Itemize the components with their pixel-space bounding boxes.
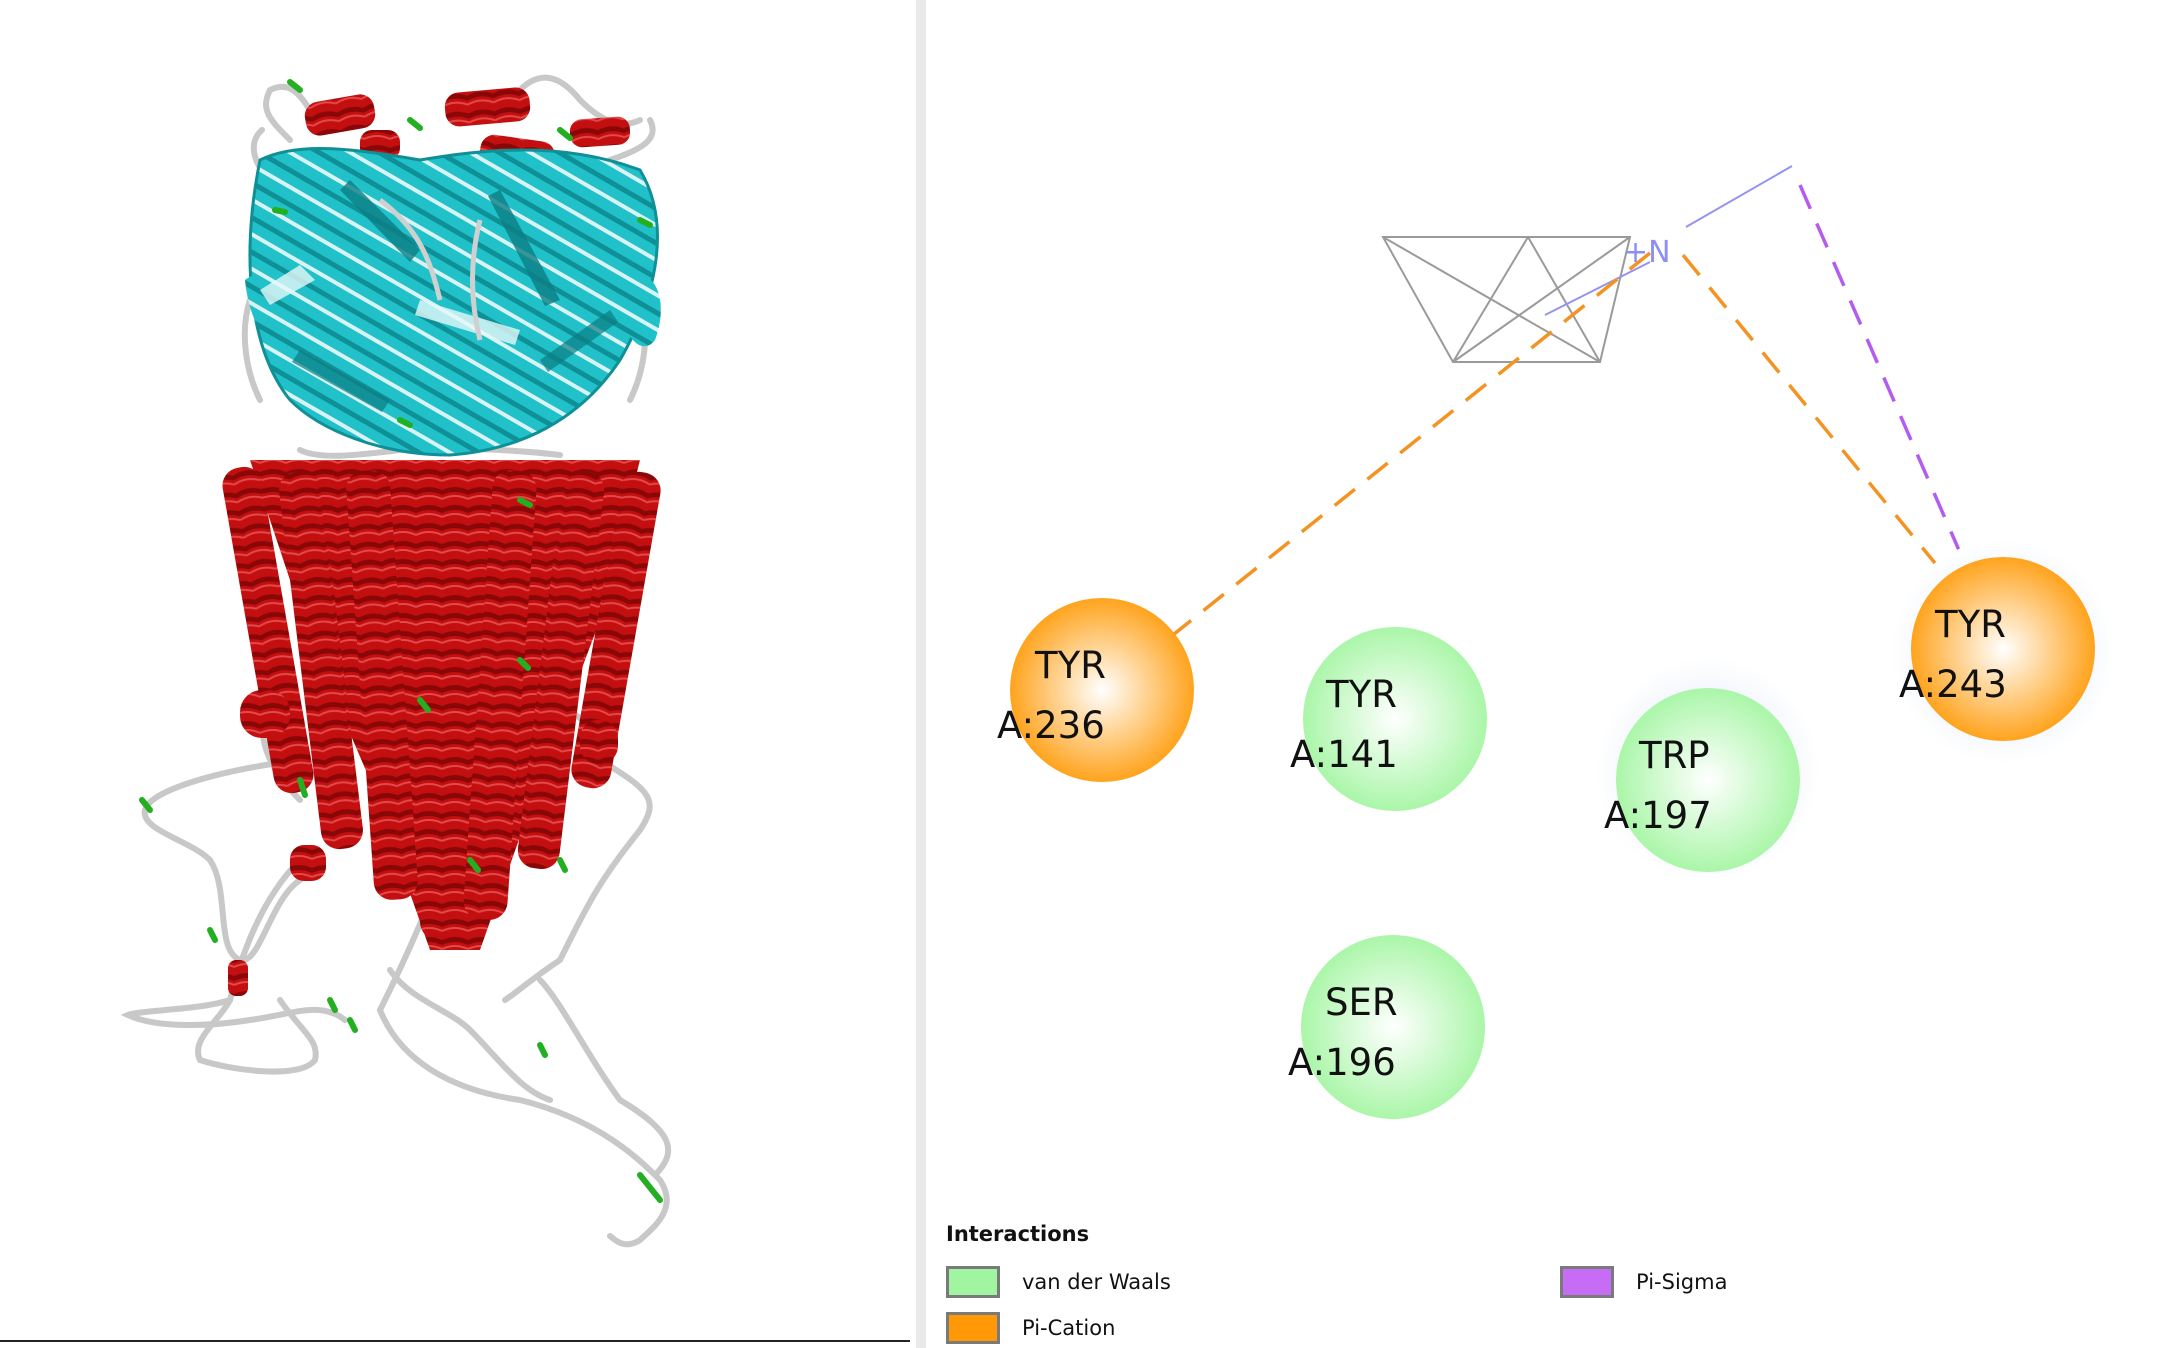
legend-label-pi-cation: Pi-Cation bbox=[1022, 1316, 1116, 1340]
legend-label-van-der-waals: van der Waals bbox=[1022, 1270, 1171, 1294]
svg-text:TYR: TYR bbox=[1934, 603, 2006, 646]
pi-cation-line-tyr236 bbox=[1131, 251, 1652, 669]
residue-tyr-243[interactable]: TYR A:243 bbox=[1891, 540, 2115, 764]
interaction-diagram-panel[interactable]: +N TYR A:236 TYR A:141 TRP bbox=[926, 0, 2178, 1348]
protein-3d-view[interactable] bbox=[0, 0, 916, 1348]
beta-sheet-domain bbox=[245, 147, 661, 457]
legend-title: Interactions bbox=[946, 1222, 1090, 1246]
svg-text:TRP: TRP bbox=[1638, 734, 1710, 777]
top-helices bbox=[304, 87, 631, 172]
svg-text:A:243: A:243 bbox=[1899, 663, 2007, 706]
svg-text:SER: SER bbox=[1325, 981, 1398, 1024]
interaction-lines bbox=[1131, 184, 1987, 669]
legend-label-pi-sigma: Pi-Sigma bbox=[1636, 1270, 1728, 1294]
transmembrane-helices bbox=[222, 460, 661, 996]
svg-text:TYR: TYR bbox=[1034, 644, 1106, 687]
ligand-structure bbox=[1381, 165, 1793, 363]
nitrogen-atom-label: +N bbox=[1623, 235, 1671, 270]
legend-item-pi-cation: Pi-Cation bbox=[946, 1312, 1115, 1344]
legend-item-pi-sigma: Pi-Sigma bbox=[1560, 1266, 1727, 1298]
pi-cation-line-tyr243 bbox=[1681, 253, 1977, 614]
svg-text:A:236: A:236 bbox=[997, 704, 1105, 747]
svg-text:TYR: TYR bbox=[1325, 673, 1397, 716]
panel-bottom-rule bbox=[0, 1340, 910, 1342]
residue-trp-197[interactable]: TRP A:197 bbox=[1596, 658, 1820, 882]
protein-structure-render[interactable] bbox=[0, 0, 916, 1348]
legend-swatch-pi-cation bbox=[946, 1312, 1000, 1344]
legend-swatch-pi-sigma bbox=[1560, 1266, 1614, 1298]
svg-text:A:196: A:196 bbox=[1288, 1041, 1396, 1084]
turn-segments bbox=[139, 79, 663, 1203]
residue-tyr-236[interactable]: TYR A:236 bbox=[997, 598, 1194, 782]
interaction-diagram[interactable]: +N TYR A:236 TYR A:141 TRP bbox=[926, 0, 2178, 1348]
legend-item-van-der-waals: van der Waals bbox=[946, 1266, 1171, 1298]
residue-tyr-141[interactable]: TYR A:141 bbox=[1290, 627, 1487, 811]
residue-ser-196[interactable]: SER A:196 bbox=[1288, 935, 1485, 1119]
pi-sigma-line-tyr243 bbox=[1798, 184, 1987, 611]
panel-splitter[interactable] bbox=[916, 0, 926, 1348]
legend-swatch-van-der-waals bbox=[946, 1266, 1000, 1298]
svg-text:A:141: A:141 bbox=[1290, 733, 1398, 776]
svg-text:A:197: A:197 bbox=[1604, 794, 1712, 837]
